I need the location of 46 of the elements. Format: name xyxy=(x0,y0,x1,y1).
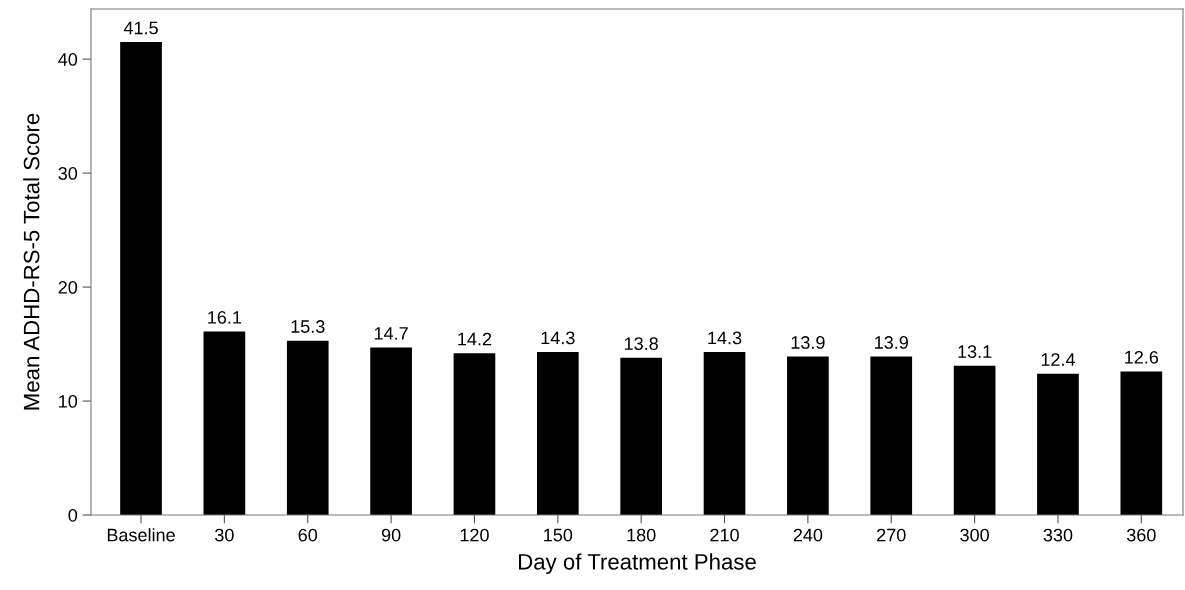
data-label: 41.5 xyxy=(123,21,158,35)
bar xyxy=(536,352,579,515)
bar xyxy=(620,357,663,515)
bar xyxy=(953,365,996,515)
data-label: 12.6 xyxy=(1125,350,1159,364)
x-tick-label: Baseline xyxy=(107,528,175,542)
x-tick-label: 90 xyxy=(381,528,401,542)
x-tick-label: 120 xyxy=(460,528,489,542)
data-label: 16.1 xyxy=(208,311,242,324)
data-label: 13.8 xyxy=(624,337,658,350)
data-label: 14.7 xyxy=(374,327,408,340)
x-tick-label: 360 xyxy=(1126,528,1156,542)
data-label: 13.9 xyxy=(791,336,825,349)
data-label: 15.3 xyxy=(291,320,325,333)
bar xyxy=(703,352,746,515)
bar xyxy=(1120,371,1163,515)
y-tick-label: 40 xyxy=(58,53,78,66)
bar xyxy=(203,331,246,515)
x-tick-label: 270 xyxy=(877,528,906,542)
y-tick-label: 10 xyxy=(59,394,78,408)
x-tick-label: 60 xyxy=(298,528,318,542)
bar xyxy=(870,356,913,515)
y-tick-label: 0 xyxy=(68,508,78,522)
x-tick-label: 150 xyxy=(544,528,573,542)
data-label: 13.1 xyxy=(958,345,992,358)
data-label: 14.2 xyxy=(458,332,492,346)
x-tick-label: 180 xyxy=(627,528,656,542)
bar xyxy=(286,340,329,515)
y-tick-label: 30 xyxy=(58,167,78,180)
x-tick-label: 300 xyxy=(960,528,989,542)
bar xyxy=(120,42,162,515)
x-tick-label: 210 xyxy=(710,528,739,542)
y-axis-title: Mean ADHD-RS-5 Total Score xyxy=(23,113,40,410)
bar xyxy=(787,356,829,515)
data-label: 14.3 xyxy=(541,331,575,345)
bar xyxy=(1037,373,1079,515)
data-label: 12.4 xyxy=(1041,353,1076,366)
x-tick-label: 240 xyxy=(793,528,823,542)
x-axis-title: Day of Treatment Phase xyxy=(519,553,756,575)
bar xyxy=(453,353,496,515)
x-tick-label: 330 xyxy=(1043,528,1073,542)
y-tick-label: 20 xyxy=(58,281,78,294)
data-label: 14.3 xyxy=(708,331,742,345)
bar xyxy=(370,347,412,515)
data-label: 13.9 xyxy=(875,336,908,349)
x-tick-label: 30 xyxy=(215,528,234,542)
